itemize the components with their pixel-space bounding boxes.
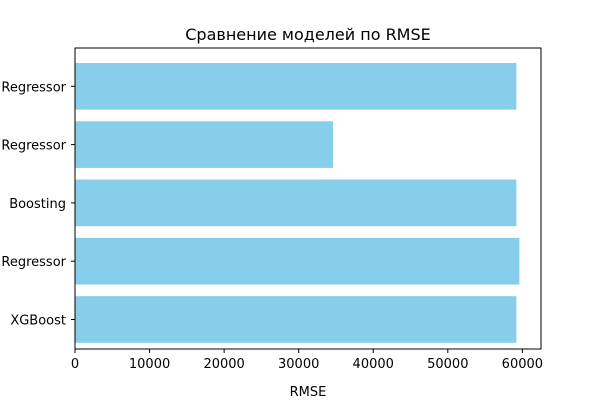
x-tick-label-0: 0 — [71, 357, 79, 372]
y-tick-label-4: Regressor — [1, 80, 66, 95]
y-tick-label-3: Regressor — [1, 139, 66, 154]
x-axis-label: RMSE — [290, 385, 327, 400]
bar-4 — [75, 62, 517, 110]
x-tick-label-4: 40000 — [353, 357, 394, 372]
x-axis: 0 10000 20000 30000 40000 50000 60000 — [71, 349, 543, 372]
bar-0 — [75, 296, 517, 343]
y-axis: XGBoost Regressor Boosting Regressor Regress… — [1, 80, 75, 329]
x-tick-label-1: 10000 — [129, 357, 170, 372]
x-tick-label-5: 50000 — [427, 357, 468, 372]
x-tick-label-2: 20000 — [203, 357, 244, 372]
bar-group — [75, 62, 520, 343]
chart-title: Сравнение моделей по RMSE — [185, 25, 431, 44]
x-tick-label-3: 30000 — [278, 357, 319, 372]
y-tick-label-0: XGBoost — [10, 314, 66, 329]
bar-2 — [75, 179, 517, 227]
plot-frame — [74, 47, 542, 350]
bar-1 — [75, 237, 520, 285]
bar-3 — [75, 121, 333, 168]
x-tick-label-6: 60000 — [502, 357, 543, 372]
y-tick-label-1: Regressor — [1, 255, 66, 270]
y-tick-label-2: Boosting — [9, 197, 66, 212]
